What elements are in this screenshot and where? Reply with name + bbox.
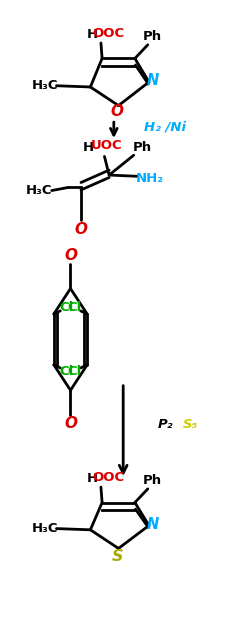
- Text: N: N: [146, 516, 159, 532]
- Text: Ph: Ph: [143, 31, 162, 43]
- Text: H: H: [87, 472, 98, 485]
- Text: O: O: [74, 222, 87, 237]
- Text: H₃C: H₃C: [32, 79, 58, 92]
- Text: N: N: [146, 74, 159, 88]
- Text: H₃C: H₃C: [26, 184, 52, 197]
- Text: H: H: [87, 29, 98, 41]
- Text: S: S: [112, 549, 123, 564]
- Text: Cl: Cl: [60, 302, 74, 314]
- Text: S₅: S₅: [183, 418, 198, 431]
- Text: O: O: [64, 416, 77, 431]
- Text: O: O: [111, 104, 124, 119]
- Text: OOC: OOC: [92, 471, 124, 484]
- Text: H₂ /Ni: H₂ /Ni: [144, 120, 186, 133]
- Text: OOC: OOC: [92, 27, 124, 40]
- Text: NH₂: NH₂: [136, 172, 164, 184]
- Text: UOC: UOC: [91, 140, 123, 153]
- Text: H: H: [82, 141, 94, 154]
- Text: Ph: Ph: [143, 474, 162, 487]
- Text: O: O: [64, 247, 77, 262]
- Text: Cl: Cl: [60, 364, 74, 378]
- Text: P₂: P₂: [158, 418, 173, 431]
- Text: Cl: Cl: [67, 364, 81, 378]
- Text: Cl: Cl: [67, 302, 81, 314]
- Text: Ph: Ph: [132, 141, 151, 154]
- Text: H₃C: H₃C: [32, 522, 58, 535]
